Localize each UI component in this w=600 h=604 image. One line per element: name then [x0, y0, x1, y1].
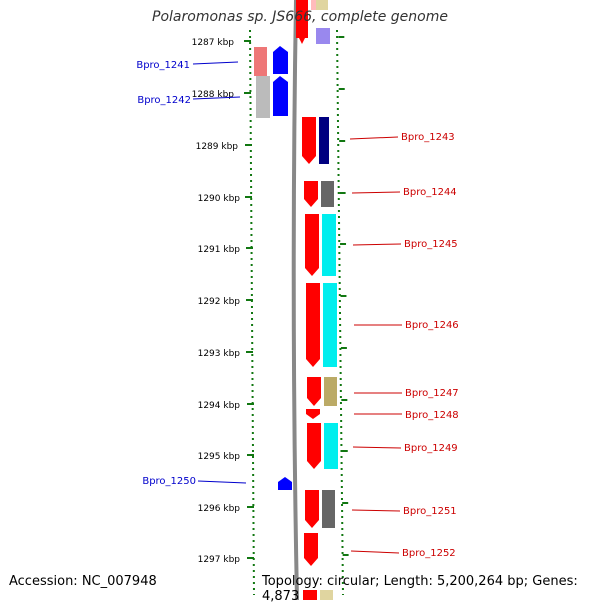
gene-product-block — [324, 423, 338, 469]
partial-gene-arrow — [296, 32, 308, 44]
gene-label-bpro-1245[interactable]: Bpro_1245 — [404, 239, 458, 250]
ruler-label: 1296 kbp — [198, 504, 241, 514]
ruler: 1287 kbp 1288 kbp 1289 kbp 1290 kbp 1291… — [192, 38, 254, 565]
leader-line — [350, 550, 400, 554]
ruler-label: 1292 kbp — [198, 297, 241, 307]
gene-product-block — [324, 377, 337, 406]
gene-label-bpro-1252[interactable]: Bpro_1252 — [402, 548, 456, 559]
gene-arrow — [307, 377, 321, 406]
partial-gene-block — [296, 0, 308, 38]
ruler-label: 1290 kbp — [198, 194, 241, 204]
gene-arrow-1250 — [278, 477, 292, 490]
ruler-label: 1287 kbp — [192, 38, 235, 48]
ruler-label: 1291 kbp — [198, 245, 241, 255]
gene-label-bpro-1243[interactable]: Bpro_1243 — [401, 132, 455, 143]
leader-line — [197, 480, 247, 484]
gene-arrow — [306, 283, 320, 367]
gene-label-bpro-1248[interactable]: Bpro_1248 — [405, 410, 459, 421]
gene-product-block — [322, 214, 336, 276]
gene-product-block — [319, 117, 329, 164]
leader-line — [352, 446, 402, 449]
gene-label-bpro-1246[interactable]: Bpro_1246 — [405, 320, 459, 331]
gene-block-1241-left — [254, 47, 267, 76]
partial-feature-block — [320, 590, 333, 600]
gene-label-bpro-1250[interactable]: Bpro_1250 — [142, 476, 196, 487]
ruler-label: 1295 kbp — [198, 452, 241, 462]
leader-line — [192, 96, 241, 100]
map-title: Polaromonas sp. JS666, complete genome — [152, 9, 448, 25]
ruler-label: 1289 kbp — [196, 142, 239, 152]
gene-block-1242-left — [256, 76, 270, 118]
gene-label-bpro-1241[interactable]: Bpro_1241 — [136, 60, 190, 71]
partial-feature-block — [316, 0, 328, 10]
gene-arrow — [304, 181, 318, 207]
left-ruler-line — [249, 29, 255, 596]
partial-feature-block — [311, 0, 316, 10]
gene-arrow — [302, 117, 316, 164]
gene-arrow-1241 — [273, 46, 288, 74]
leader-line — [352, 243, 402, 246]
gene-label-bpro-1244[interactable]: Bpro_1244 — [403, 187, 457, 198]
gene-product-block — [322, 490, 335, 528]
gene-product-block — [321, 181, 334, 207]
ruler-label: 1288 kbp — [192, 90, 235, 100]
gene-label-bpro-1242[interactable]: Bpro_1242 — [137, 95, 191, 106]
genome-backbone — [291, 0, 299, 600]
gene-arrow — [305, 490, 319, 528]
leader-line — [349, 136, 399, 140]
partial-gene-block — [303, 590, 317, 600]
ruler-label: 1294 kbp — [198, 401, 241, 411]
right-ruler-ticks — [338, 36, 349, 556]
minus-strand-genes — [254, 46, 292, 490]
gene-label-bpro-1247[interactable]: Bpro_1247 — [405, 388, 459, 399]
leader-line — [351, 509, 401, 512]
plus-strand-genes — [302, 117, 338, 600]
ruler-label: 1293 kbp — [198, 349, 241, 359]
gene-product-block — [323, 283, 337, 367]
leader-line — [192, 61, 239, 65]
gene-arrow — [304, 533, 318, 566]
right-ruler-line — [336, 29, 344, 596]
top-partial-features — [296, 0, 330, 44]
leader-line — [351, 191, 401, 194]
partial-feature-block — [316, 28, 330, 44]
gene-arrow — [305, 214, 319, 276]
leader-lines — [192, 61, 402, 554]
gene-label-bpro-1251[interactable]: Bpro_1251 — [403, 506, 457, 517]
gene-label-bpro-1249[interactable]: Bpro_1249 — [404, 443, 458, 454]
gene-arrow-1242 — [273, 76, 288, 116]
accession-text: Accession: NC_007948 — [9, 574, 157, 589]
gene-arrow — [307, 423, 321, 469]
gene-arrow — [306, 409, 320, 419]
ruler-label: 1297 kbp — [198, 555, 241, 565]
